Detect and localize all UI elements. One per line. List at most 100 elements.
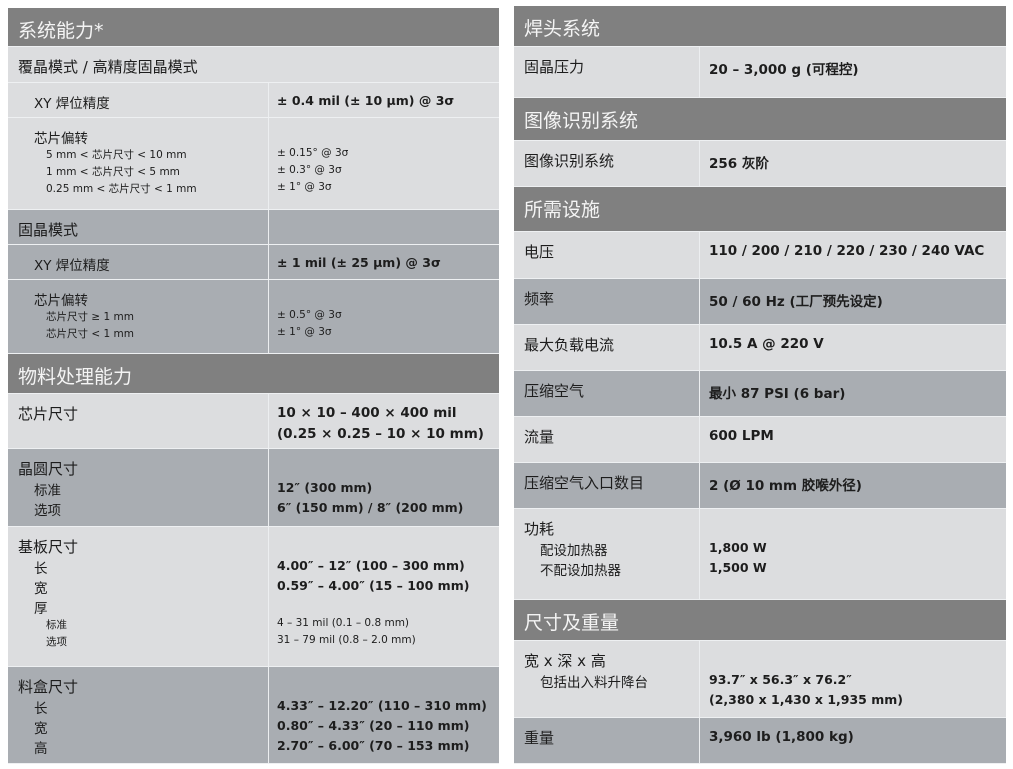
spec-line: 芯片偏转: [8, 289, 499, 309]
column-divider: [699, 47, 700, 97]
spec-row: 最大负载电流 10.5 A @ 220 V: [514, 325, 1006, 371]
spec-value: ± 1° @ 3σ: [277, 326, 332, 338]
spec-line: 流量 600 LPM: [514, 426, 1006, 447]
section-header: 焊头系统: [514, 6, 1006, 47]
spec-line: 标准 4 – 31 mil (0.1 – 0.8 mm): [8, 617, 499, 634]
spec-value: ± 0.5° @ 3σ: [277, 309, 342, 321]
spec-line: 基板尺寸: [8, 536, 499, 557]
spec-label: 固晶压力: [524, 58, 585, 76]
spec-row: 芯片偏转芯片尺寸 ≥ 1 mm ± 0.5° @ 3σ 芯片尺寸 < 1 mm ± 1…: [8, 280, 499, 354]
right-spec-column: 焊头系统 固晶压力 20 – 3,000 g (可程控) 图像识别系统 图像识别系统 25…: [514, 6, 1006, 764]
spec-line: 高 2.70″ – 6.00″ (70 – 153 mm): [8, 737, 499, 757]
spec-label: 晶圆尺寸: [18, 460, 79, 478]
spec-value: 12″ (300 mm): [277, 480, 373, 495]
spec-label: 芯片尺寸 ≥ 1 mm: [46, 311, 134, 323]
spec-row: 晶圆尺寸 标准 12″ (300 mm) 选项 6″ (150 mm) / 8″ (20…: [8, 449, 499, 527]
spec-label: 频率: [524, 290, 555, 308]
spec-row: 图像识别系统 256 灰阶: [514, 141, 1006, 187]
spec-label: 芯片偏转: [34, 293, 88, 309]
spec-label: 标准: [46, 619, 67, 631]
spec-value: 最小 87 PSI (6 bar): [709, 386, 846, 402]
spec-line: 包括出入料升降台 93.7″ x 56.3″ x 76.2″: [514, 671, 1006, 691]
spec-line: XY 焊位精度 ± 0.4 mil (± 10 μm) @ 3σ: [8, 92, 499, 112]
spec-value: 0.59″ – 4.00″ (15 – 100 mm): [277, 578, 470, 593]
spec-line: 电压 110 / 200 / 210 / 220 / 230 / 240 VAC: [514, 241, 1006, 262]
spec-value: 31 – 79 mil (0.8 – 2.0 mm): [277, 634, 416, 646]
spec-line: 不配设加热器 1,500 W: [514, 559, 1006, 579]
spec-value: 2 (Ø 10 mm 胶喉外径): [709, 478, 862, 494]
column-divider: [268, 118, 269, 209]
column-divider: [268, 210, 269, 244]
spec-line: 1 mm < 芯片尺寸 < 5 mm ± 0.3° @ 3σ: [8, 164, 499, 181]
spec-row: 压缩空气入口数目 2 (Ø 10 mm 胶喉外径): [514, 463, 1006, 509]
spec-value: 6″ (150 mm) / 8″ (200 mm): [277, 500, 464, 515]
spec-row: 宽 x 深 x 高包括出入料升降台 93.7″ x 56.3″ x 76.2″ (2…: [514, 641, 1006, 718]
spec-label: 基板尺寸: [18, 538, 79, 556]
spec-value: 2.70″ – 6.00″ (70 – 153 mm): [277, 738, 470, 753]
spec-label: 选项: [46, 636, 67, 648]
spec-line: 5 mm < 芯片尺寸 < 10 mm ± 0.15° @ 3σ: [8, 147, 499, 164]
spec-line: 料盒尺寸: [8, 676, 499, 697]
spec-line: (2,380 x 1,430 x 1,935 mm): [514, 691, 1006, 711]
spec-row: 流量 600 LPM: [514, 417, 1006, 463]
spec-label: 长: [34, 701, 48, 717]
spec-value: 93.7″ x 56.3″ x 76.2″: [709, 672, 852, 687]
spec-value: 256 灰阶: [709, 156, 769, 172]
left-spec-column: 系统能力* 覆晶模式 / 高精度固晶模式 XY 焊位精度 ± 0.4 mil (± 1…: [8, 8, 499, 764]
spec-label: 图像识别系统: [524, 152, 615, 170]
spec-value: 110 / 200 / 210 / 220 / 230 / 240 VAC: [709, 243, 985, 259]
column-divider: [699, 371, 700, 416]
spec-row: 芯片偏转 5 mm < 芯片尺寸 < 10 mm ± 0.15° @ 3σ 1 mm …: [8, 118, 499, 210]
spec-label: 宽 x 深 x 高: [524, 652, 606, 670]
spec-line: 宽 x 深 x 高: [514, 650, 1006, 671]
spec-label: 重量: [524, 729, 555, 747]
spec-value: 50 / 60 Hz (工厂预先设定): [709, 294, 883, 310]
column-divider: [699, 417, 700, 462]
spec-value: ± 1 mil (± 25 μm) @ 3σ: [277, 255, 441, 270]
spec-label: XY 焊位精度: [34, 96, 110, 112]
spec-value: 0.80″ – 4.33″ (20 – 110 mm): [277, 718, 470, 733]
spec-line: 标准 12″ (300 mm): [8, 479, 499, 499]
spec-line: 芯片尺寸 < 1 mm ± 1° @ 3σ: [8, 326, 499, 343]
spec-label: 厚: [34, 601, 48, 617]
spec-row: 压缩空气 最小 87 PSI (6 bar): [514, 371, 1006, 417]
column-divider: [699, 232, 700, 278]
spec-line: 最大负载电流 10.5 A @ 220 V: [514, 334, 1006, 355]
spec-row: 电压 110 / 200 / 210 / 220 / 230 / 240 VAC: [514, 232, 1006, 279]
spec-value: 4.00″ – 12″ (100 – 300 mm): [277, 558, 465, 573]
spec-label: 最大负载电流: [524, 336, 615, 354]
spec-value: ± 0.3° @ 3σ: [277, 164, 342, 176]
spec-line: 频率 50 / 60 Hz (工厂预先设定): [514, 288, 1006, 310]
spec-value: 10.5 A @ 220 V: [709, 336, 824, 352]
column-divider: [699, 279, 700, 324]
column-divider: [699, 641, 700, 717]
spec-label: 宽: [34, 581, 48, 597]
spec-line: 选项 31 – 79 mil (0.8 – 2.0 mm): [8, 634, 499, 651]
spec-value: 4 – 31 mil (0.1 – 0.8 mm): [277, 617, 410, 629]
spec-label: 流量: [524, 428, 555, 446]
column-divider: [268, 449, 269, 526]
spec-label: 压缩空气入口数目: [524, 474, 645, 492]
section-header: 尺寸及重量: [514, 600, 1006, 641]
column-divider: [268, 83, 269, 117]
section-header: 物料处理能力: [8, 354, 499, 394]
column-divider: [268, 667, 269, 763]
spec-label: 功耗: [524, 520, 555, 538]
spec-label: 覆晶模式 / 高精度固晶模式: [18, 58, 198, 76]
spec-line: 宽 0.80″ – 4.33″ (20 – 110 mm): [8, 717, 499, 737]
spec-value: 10 × 10 – 400 × 400 mil: [277, 405, 457, 421]
spec-line: 覆晶模式 / 高精度固晶模式: [8, 56, 499, 77]
column-divider: [699, 718, 700, 763]
spec-label: 压缩空气: [524, 382, 585, 400]
column-divider: [268, 245, 269, 279]
spec-value: 600 LPM: [709, 428, 774, 444]
spec-value: 4.33″ – 12.20″ (110 – 310 mm): [277, 698, 487, 713]
spec-row: 覆晶模式 / 高精度固晶模式: [8, 47, 499, 83]
spec-row: XY 焊位精度 ± 0.4 mil (± 10 μm) @ 3σ: [8, 83, 499, 118]
spec-label: 不配设加热器: [540, 563, 621, 579]
column-divider: [699, 325, 700, 370]
spec-label: 0.25 mm < 芯片尺寸 < 1 mm: [46, 183, 197, 195]
spec-row: 重量 3,960 lb (1,800 kg): [514, 718, 1006, 764]
spec-line: 压缩空气入口数目 2 (Ø 10 mm 胶喉外径): [514, 472, 1006, 494]
spec-line: 图像识别系统 256 灰阶: [514, 150, 1006, 172]
